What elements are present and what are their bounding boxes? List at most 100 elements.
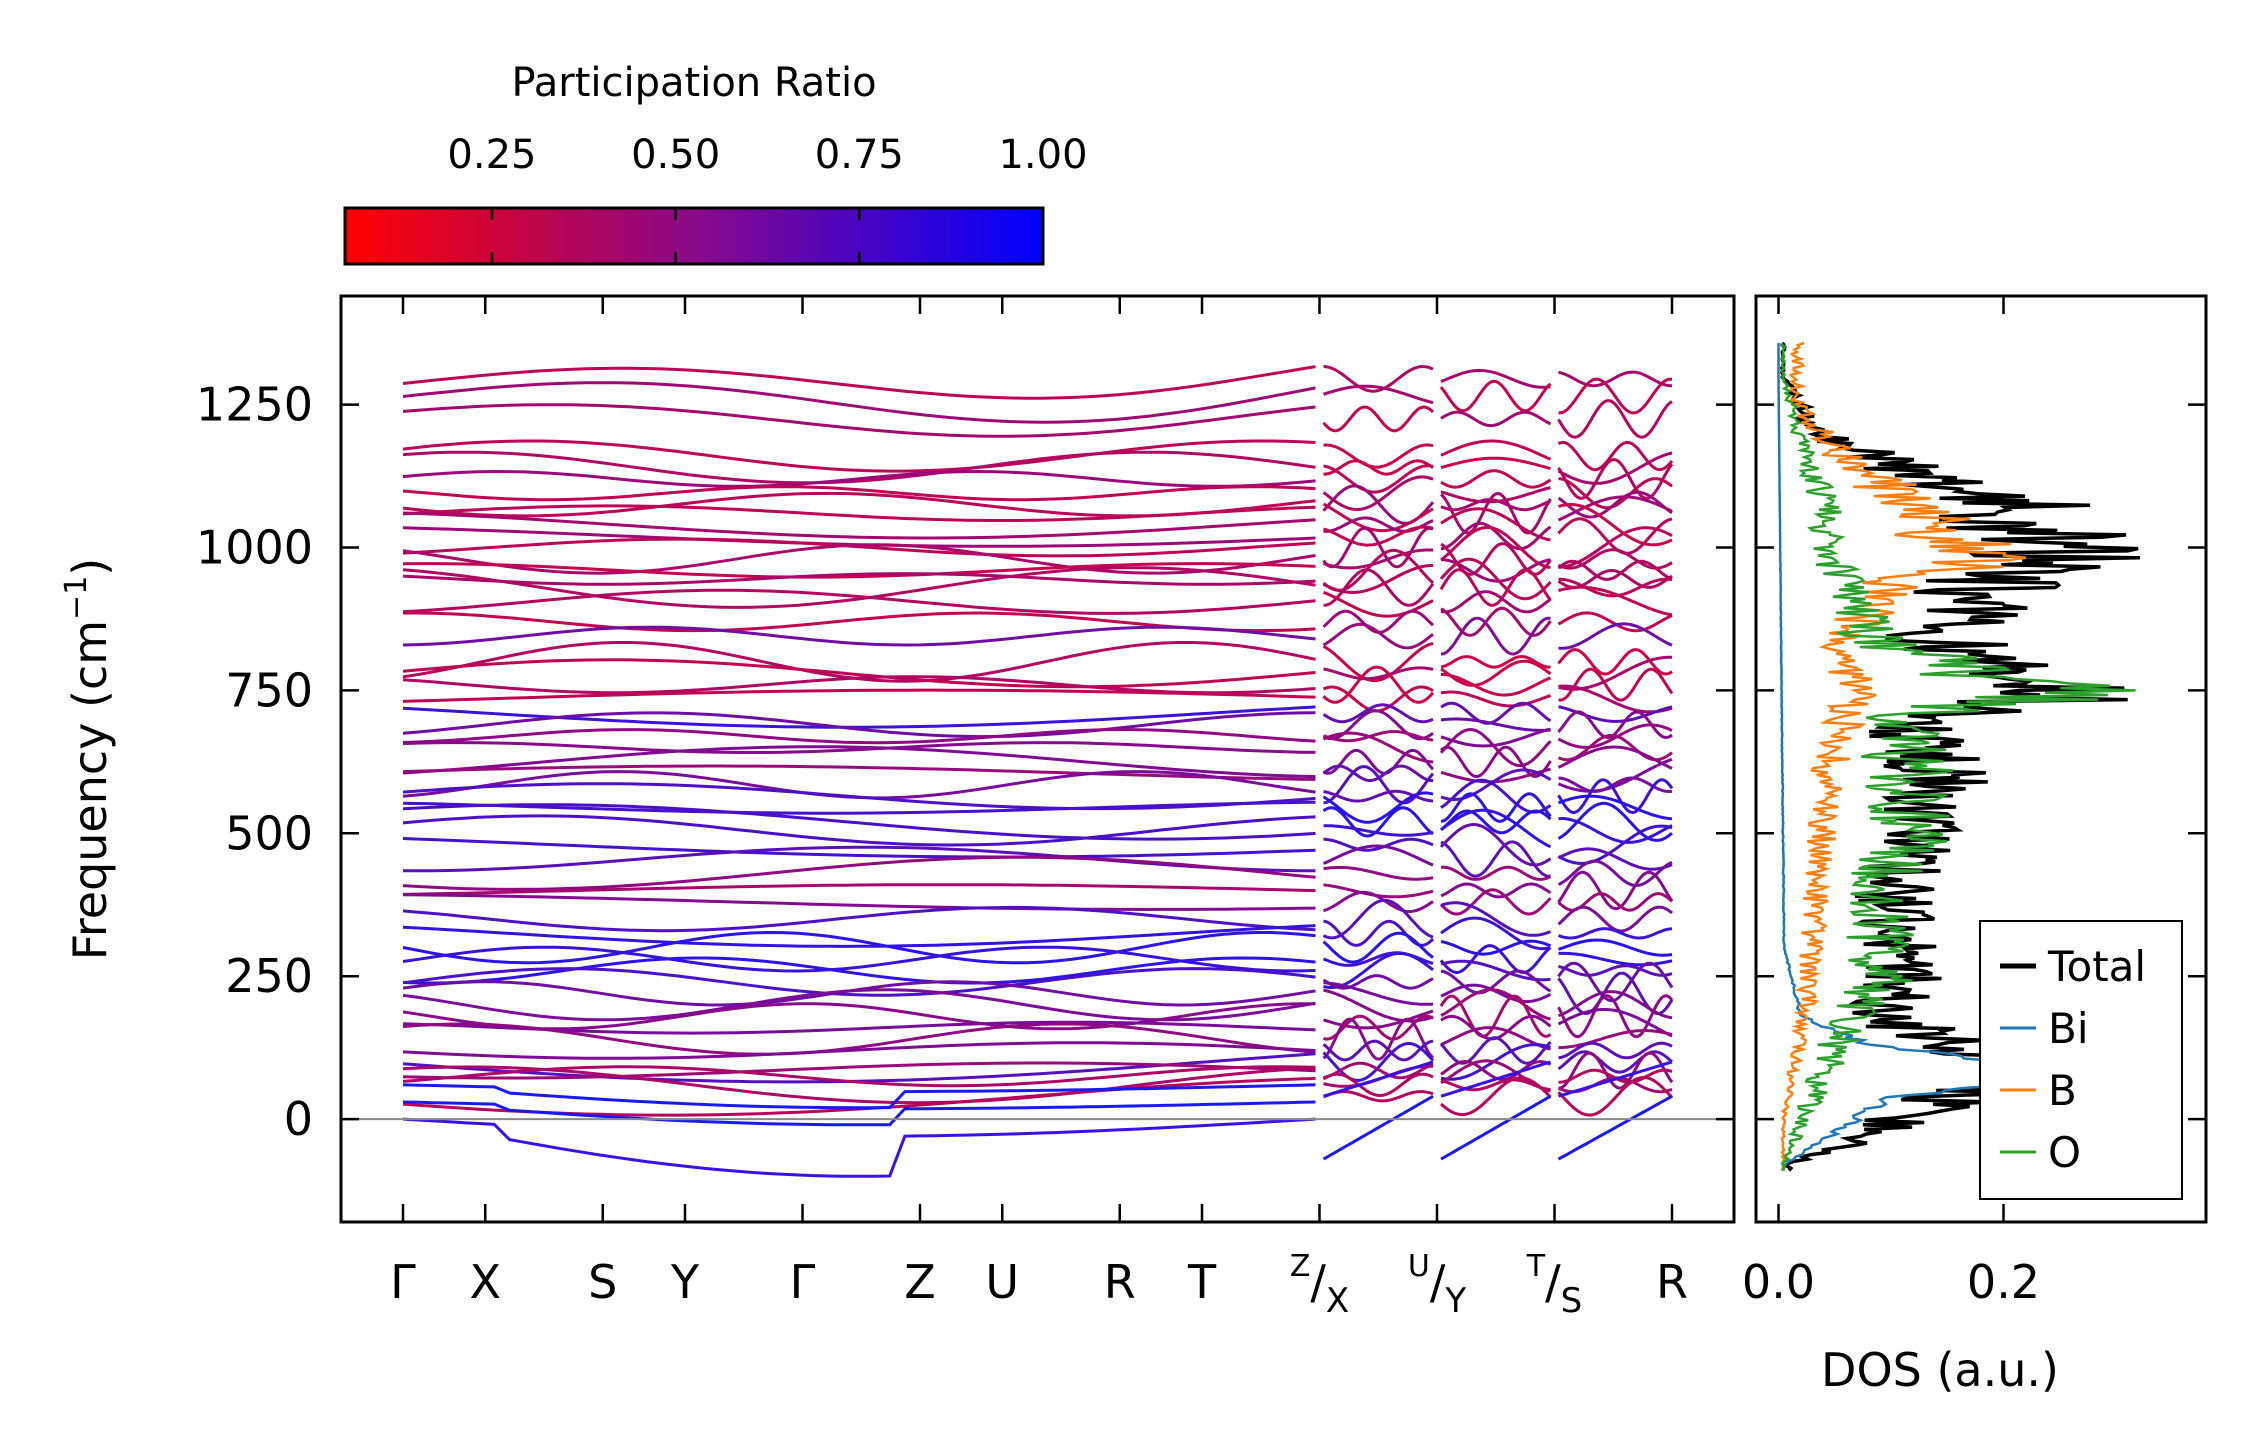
phonon-band (1323, 890, 1434, 914)
phonon-band (1441, 558, 1551, 583)
phonon-band (402, 893, 1316, 912)
phonon-band (402, 485, 1316, 502)
colorbar-tick-label: 0.25 (447, 132, 536, 178)
phonon-band (402, 905, 1316, 933)
phonon-band (1557, 458, 1674, 500)
phonon-band (1440, 809, 1552, 835)
phonon-band (402, 511, 1316, 540)
x-tick-label: R (1656, 1255, 1688, 1309)
acoustic-branch (1440, 1094, 1552, 1161)
phonon-band (1440, 768, 1552, 801)
phonon-band (1323, 443, 1434, 469)
y-tick-label: 1000 (196, 521, 313, 575)
phonon-band (1557, 961, 1674, 1003)
phonon-band (1440, 808, 1552, 849)
x-tick-label-sup: U (1408, 1249, 1430, 1284)
x-tick-label-sup: Z (1290, 1249, 1311, 1284)
phonon-band (1439, 568, 1552, 607)
phonon-band (1440, 865, 1552, 881)
phonon-band (1440, 969, 1552, 995)
phonon-band (402, 711, 1316, 739)
phonon-band (1439, 557, 1552, 601)
phonon-band (1323, 883, 1434, 899)
acoustic-branch (1322, 1094, 1434, 1161)
phonon-band (1558, 585, 1673, 617)
phonon-band (402, 782, 1316, 811)
phonon-band (1557, 1008, 1673, 1038)
dispersion-x-ticks: Γ X S Y Γ Z U R T Z/XU/YT/S R (390, 296, 1688, 1321)
x-tick-label-sub: S (1561, 1281, 1583, 1321)
phonon-band (1322, 548, 1435, 592)
phonon-band (1322, 622, 1434, 650)
dos-lines (1777, 341, 2140, 1172)
phonon-band (1558, 377, 1673, 415)
phonon-band (1323, 384, 1434, 405)
colorbar-ticks: 0.25 0.50 0.75 1.00 (447, 132, 1088, 264)
phonon-band (402, 980, 1316, 1007)
y-axis-title-sup: −1 (59, 576, 94, 620)
acoustic-branch (1558, 1060, 1673, 1098)
phonon-band (1440, 410, 1552, 428)
legend-label: Total (2047, 942, 2146, 991)
phonon-band (1322, 748, 1435, 775)
phonon-band (1557, 1050, 1674, 1074)
x-tick-label: Γ (790, 1255, 816, 1309)
phonon-band (1557, 824, 1673, 865)
phonon-band (1440, 727, 1551, 748)
dos-x-ticks: 0.0 0.2 (1742, 296, 2040, 1309)
phonon-band (1322, 590, 1434, 618)
phonon-band (1557, 399, 1673, 439)
phonon-band (402, 924, 1316, 948)
phonon-band (1558, 503, 1673, 547)
phonon-band (1440, 901, 1552, 937)
phonon-band (1557, 1075, 1674, 1117)
phonon-band (1558, 964, 1673, 977)
phonon-band (1322, 405, 1435, 433)
phonon-band (402, 764, 1316, 781)
x-tick-label: Z (904, 1255, 936, 1309)
phonon-band (1440, 521, 1552, 551)
phonon-band (402, 967, 1316, 997)
phonon-band (1323, 666, 1434, 681)
acoustic-branch (402, 1083, 1316, 1110)
phonon-band (402, 403, 1316, 438)
phonon-band (1440, 498, 1552, 512)
y-tick-label: 500 (225, 806, 313, 860)
phonon-band (1440, 1026, 1551, 1051)
phonon-band (1322, 703, 1434, 724)
phonon-band (402, 491, 1316, 518)
phonon-band (1440, 701, 1552, 725)
phonon-band (1440, 840, 1551, 878)
phonon-band (1557, 611, 1673, 633)
phonon-band (402, 741, 1316, 754)
phonon-band (1558, 1041, 1673, 1060)
phonon-band (1557, 794, 1673, 821)
phonon-band (1557, 568, 1673, 589)
phonon-band (1323, 365, 1434, 393)
phonon-band (1322, 685, 1434, 713)
phonon-band (403, 845, 1316, 873)
x-tick-label: U (985, 1255, 1019, 1309)
phonon-band (402, 837, 1316, 859)
phonon-band (1322, 931, 1434, 964)
phonon-band (1440, 590, 1552, 614)
phonon-band (1557, 938, 1673, 957)
x-tick-label-sub: X (1326, 1281, 1349, 1321)
phonon-band (1323, 837, 1434, 852)
legend-label: B (2048, 1066, 2077, 1115)
phonon-band (1557, 757, 1673, 793)
phonon-band (1557, 495, 1673, 522)
phonon-band (1558, 817, 1673, 844)
phonon-band (1323, 464, 1434, 494)
phonon-band (1440, 959, 1551, 982)
phonon-band (402, 439, 1316, 473)
colorbar-tick-label: 0.75 (815, 132, 904, 178)
x-tick-label-slash: / (1310, 1255, 1326, 1309)
phonon-band (1557, 870, 1674, 911)
phonon-band (1439, 994, 1552, 1038)
phonon-band (1323, 865, 1434, 881)
x-tick-label: R (1104, 1255, 1136, 1309)
phonon-band (402, 728, 1316, 745)
